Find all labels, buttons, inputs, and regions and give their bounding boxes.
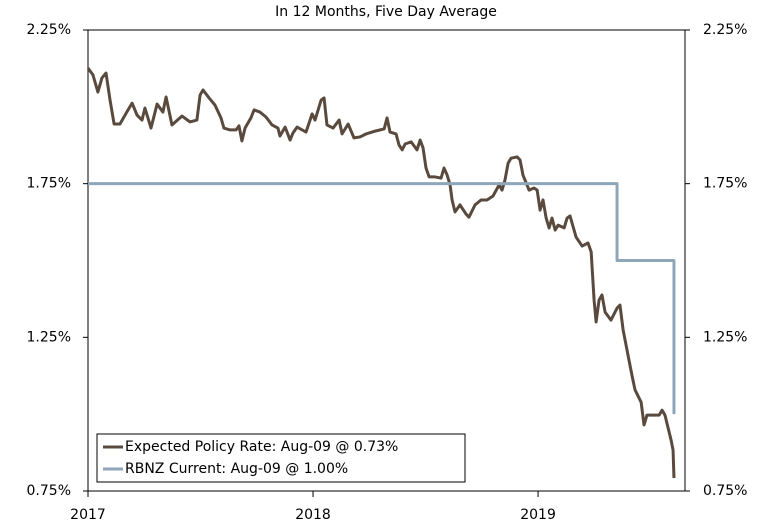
y2-tick-label: 1.75% <box>703 176 747 192</box>
y-tick-label: 1.25% <box>27 329 71 345</box>
series-line <box>86 67 676 479</box>
y-tick-label: 2.25% <box>27 22 71 38</box>
chart-title: In 12 Months, Five Day Average <box>275 4 497 20</box>
plot-frame <box>87 29 686 492</box>
legend-label: RBNZ Current: Aug-09 @ 1.00% <box>125 461 348 477</box>
y-tick-label: 0.75% <box>27 483 71 499</box>
legend-box <box>96 433 466 483</box>
series-line <box>88 182 676 415</box>
y2-tick-label: 2.25% <box>703 22 747 38</box>
y2-tick-label: 1.25% <box>703 329 747 345</box>
legend-label: Expected Policy Rate: Aug-09 @ 0.73% <box>125 439 398 455</box>
x-tick-label: 2017 <box>70 507 106 523</box>
x-tick-label: 2018 <box>295 507 331 523</box>
y2-tick-label: 0.75% <box>703 483 747 499</box>
y-tick-label: 1.75% <box>27 176 71 192</box>
x-tick-label: 2019 <box>520 507 556 523</box>
